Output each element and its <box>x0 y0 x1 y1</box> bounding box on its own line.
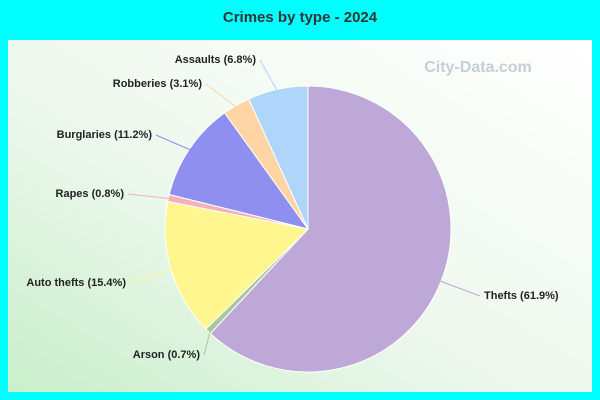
watermark: City-Data.com <box>424 59 532 76</box>
leader-line <box>127 193 173 200</box>
leader-line <box>437 279 481 297</box>
slice-label: Arson (0.7%) <box>133 349 201 361</box>
slice-label: Burglaries (11.2%) <box>57 129 153 141</box>
pie-slice <box>248 85 309 230</box>
slice-label: Robberies (3.1%) <box>113 78 203 90</box>
leader-line <box>205 83 239 110</box>
chart-title: Crimes by type - 2024 <box>223 9 378 26</box>
slice-label: Rapes (0.8%) <box>56 188 125 200</box>
pie-slice <box>168 112 310 230</box>
slice-label: Assaults (6.8%) <box>175 54 257 66</box>
leader-line <box>155 134 194 152</box>
slice-label: Auto thefts (15.4%) <box>26 277 126 289</box>
leader-line <box>259 59 279 94</box>
leader-line <box>129 268 175 284</box>
leader-line <box>203 328 212 356</box>
slice-label: Thefts (61.9%) <box>484 290 559 302</box>
